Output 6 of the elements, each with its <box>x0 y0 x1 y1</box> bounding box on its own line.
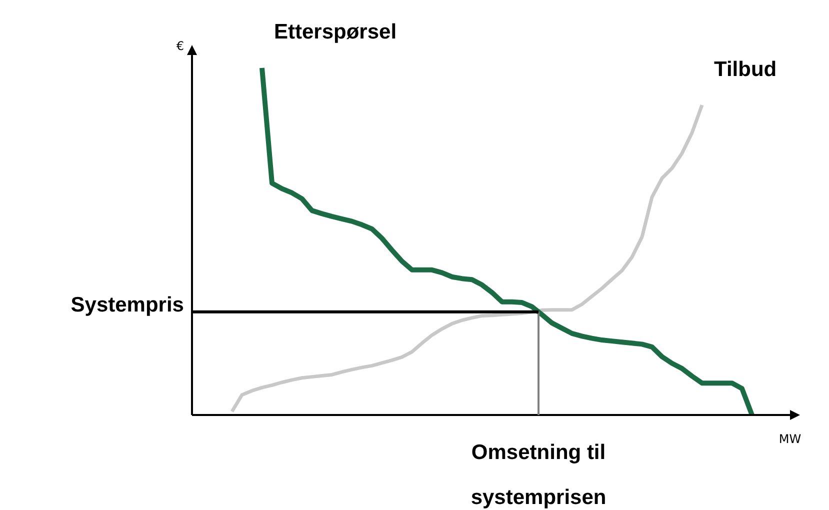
x-axis-title: MW <box>778 432 802 446</box>
series-label: Etterspørsel <box>274 20 397 44</box>
ref-line-label: Systempris <box>70 294 184 317</box>
series-label: Tilbud <box>714 58 777 81</box>
text: Omsetning til systemprisen <box>470 440 606 509</box>
y-axis-title: € <box>176 39 184 54</box>
